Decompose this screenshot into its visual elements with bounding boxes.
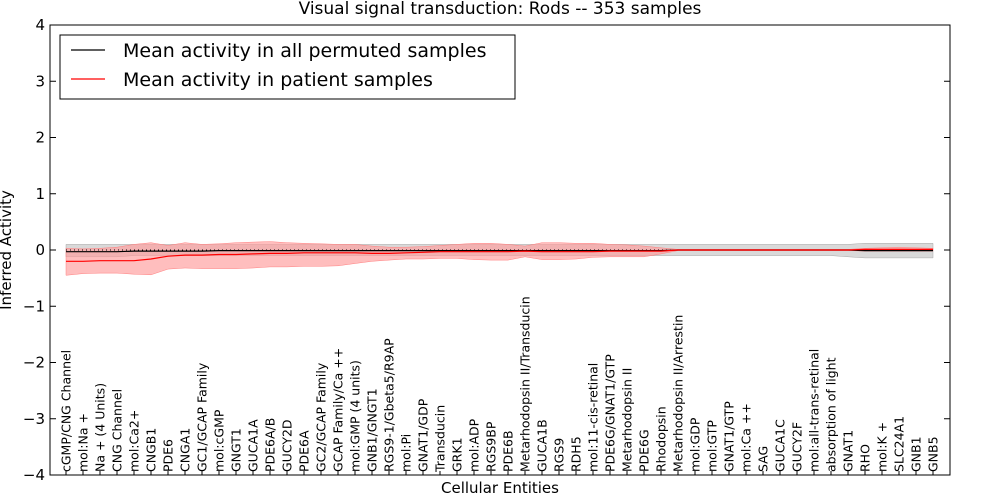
x-tick-label: mol:K + bbox=[875, 422, 890, 472]
legend-label-permuted: Mean activity in all permuted samples bbox=[123, 40, 486, 62]
x-tick-label: Metarhodopsin II bbox=[620, 368, 635, 472]
legend-frame bbox=[59, 34, 516, 100]
x-tick-label: GC2/GCAP Family bbox=[314, 362, 329, 472]
y-tick-label: 4 bbox=[35, 16, 45, 34]
x-axis-label: Cellular Entities bbox=[441, 479, 559, 497]
x-tick-label: CNG Channel bbox=[110, 389, 125, 472]
x-tick-label: GNAT1 bbox=[841, 430, 856, 472]
x-tick-label: Rhodopsin bbox=[654, 406, 669, 472]
y-axis-label: Inferred Activity bbox=[0, 190, 15, 310]
x-tick-label: SAG bbox=[756, 446, 771, 472]
x-tick-label: GRK1 bbox=[450, 437, 465, 472]
x-tick-label: mol:all-trans-retinal bbox=[807, 349, 822, 472]
x-tick-label: PDE6G/GNAT1/GTP bbox=[603, 354, 618, 472]
x-tick-label: mol:11-cis-retinal bbox=[586, 363, 601, 472]
y-tick-label: −2 bbox=[23, 354, 45, 372]
series-lines bbox=[66, 248, 933, 262]
x-tick-label: GUCA1A bbox=[246, 419, 261, 472]
x-tick-label: mol:Na + bbox=[76, 413, 91, 472]
x-tick-label: RGS9-1/Gbeta5/R9AP bbox=[382, 338, 397, 472]
y-axis: −4 −3 −2 −1 0 1 2 3 4 bbox=[23, 16, 950, 484]
x-tick-label: mol:GTP bbox=[705, 420, 720, 472]
x-tick-label: CNGB1 bbox=[144, 428, 159, 472]
series-line-patient bbox=[66, 248, 933, 262]
x-tick-label: cGMP/CNG Channel bbox=[59, 350, 74, 472]
x-tick-label: GNGT1 bbox=[229, 428, 244, 472]
y-tick-label: −1 bbox=[23, 297, 45, 315]
legend: Mean activity in all permuted samples Me… bbox=[59, 34, 516, 100]
x-tick-label: PDE6G bbox=[637, 429, 652, 472]
x-tick-label: mol:GDP bbox=[688, 417, 703, 472]
y-tick-label: 2 bbox=[35, 129, 45, 147]
y-tick-label: 0 bbox=[35, 241, 45, 259]
x-tick-label: mol:GMP (4 units) bbox=[348, 360, 363, 472]
x-tick-label: GNAT1/GDP bbox=[416, 398, 431, 472]
x-tick-label: RHO bbox=[858, 444, 873, 472]
x-tick-label: Na + (4 Units) bbox=[93, 383, 108, 472]
x-tick-label: GCAP Family/Ca ++ bbox=[331, 348, 346, 472]
x-tick-label: mol:Pi bbox=[399, 434, 414, 472]
x-tick-label: mol:Ca2+ bbox=[127, 410, 142, 472]
x-tick-label: GUCY2F bbox=[790, 422, 805, 472]
x-tick-label: Transducin bbox=[433, 405, 448, 473]
legend-label-patient: Mean activity in patient samples bbox=[123, 69, 433, 91]
y-tick-label: 3 bbox=[35, 72, 45, 90]
x-tick-label: GNB5 bbox=[926, 436, 941, 472]
x-tick-label: PDE6A/B bbox=[263, 418, 278, 472]
x-tick-label: GC1/GCAP Family bbox=[195, 362, 210, 472]
x-tick-label: RGS9BP bbox=[484, 421, 499, 472]
y-tick-label: −4 bbox=[23, 466, 45, 484]
x-tick-label: Metarhodopsin II/Transducin bbox=[518, 296, 533, 472]
x-tick-label: GNB1/GNGT1 bbox=[365, 388, 380, 472]
x-tick-label: GUCA1B bbox=[535, 419, 550, 472]
x-tick-label: mol:cGMP bbox=[212, 409, 227, 472]
x-tick-label: PDE6A bbox=[297, 430, 312, 472]
x-tick-label: SLC24A1 bbox=[892, 416, 907, 472]
y-tick-label: 1 bbox=[35, 185, 45, 203]
x-tick-label: RGS9 bbox=[552, 438, 567, 472]
x-tick-label: RDH5 bbox=[569, 436, 584, 472]
x-tick-label: mol:ADP bbox=[467, 418, 482, 472]
x-tick-label: mol:Ca ++ bbox=[739, 403, 754, 472]
x-tick-label: absorption of light bbox=[824, 357, 839, 472]
x-tick-label: PDE6B bbox=[501, 430, 516, 472]
x-tick-label: GUCY2D bbox=[280, 419, 295, 472]
x-tick-label: GNB1 bbox=[909, 436, 924, 472]
y-tick-label: −3 bbox=[23, 410, 45, 428]
x-tick-label: CNGA1 bbox=[178, 428, 193, 472]
x-tick-label: PDE6 bbox=[161, 439, 176, 472]
x-axis: cGMP/CNG Channel mol:Na + Na + (4 Units) CN… bbox=[59, 296, 941, 475]
chart-title: Visual signal transduction: Rods -- 353 … bbox=[299, 0, 702, 19]
x-tick-label: Metarhodopsin II/Arrestin bbox=[671, 315, 686, 472]
x-tick-label: GUCA1C bbox=[773, 419, 788, 472]
x-tick-label: GNAT1/GTP bbox=[722, 401, 737, 472]
